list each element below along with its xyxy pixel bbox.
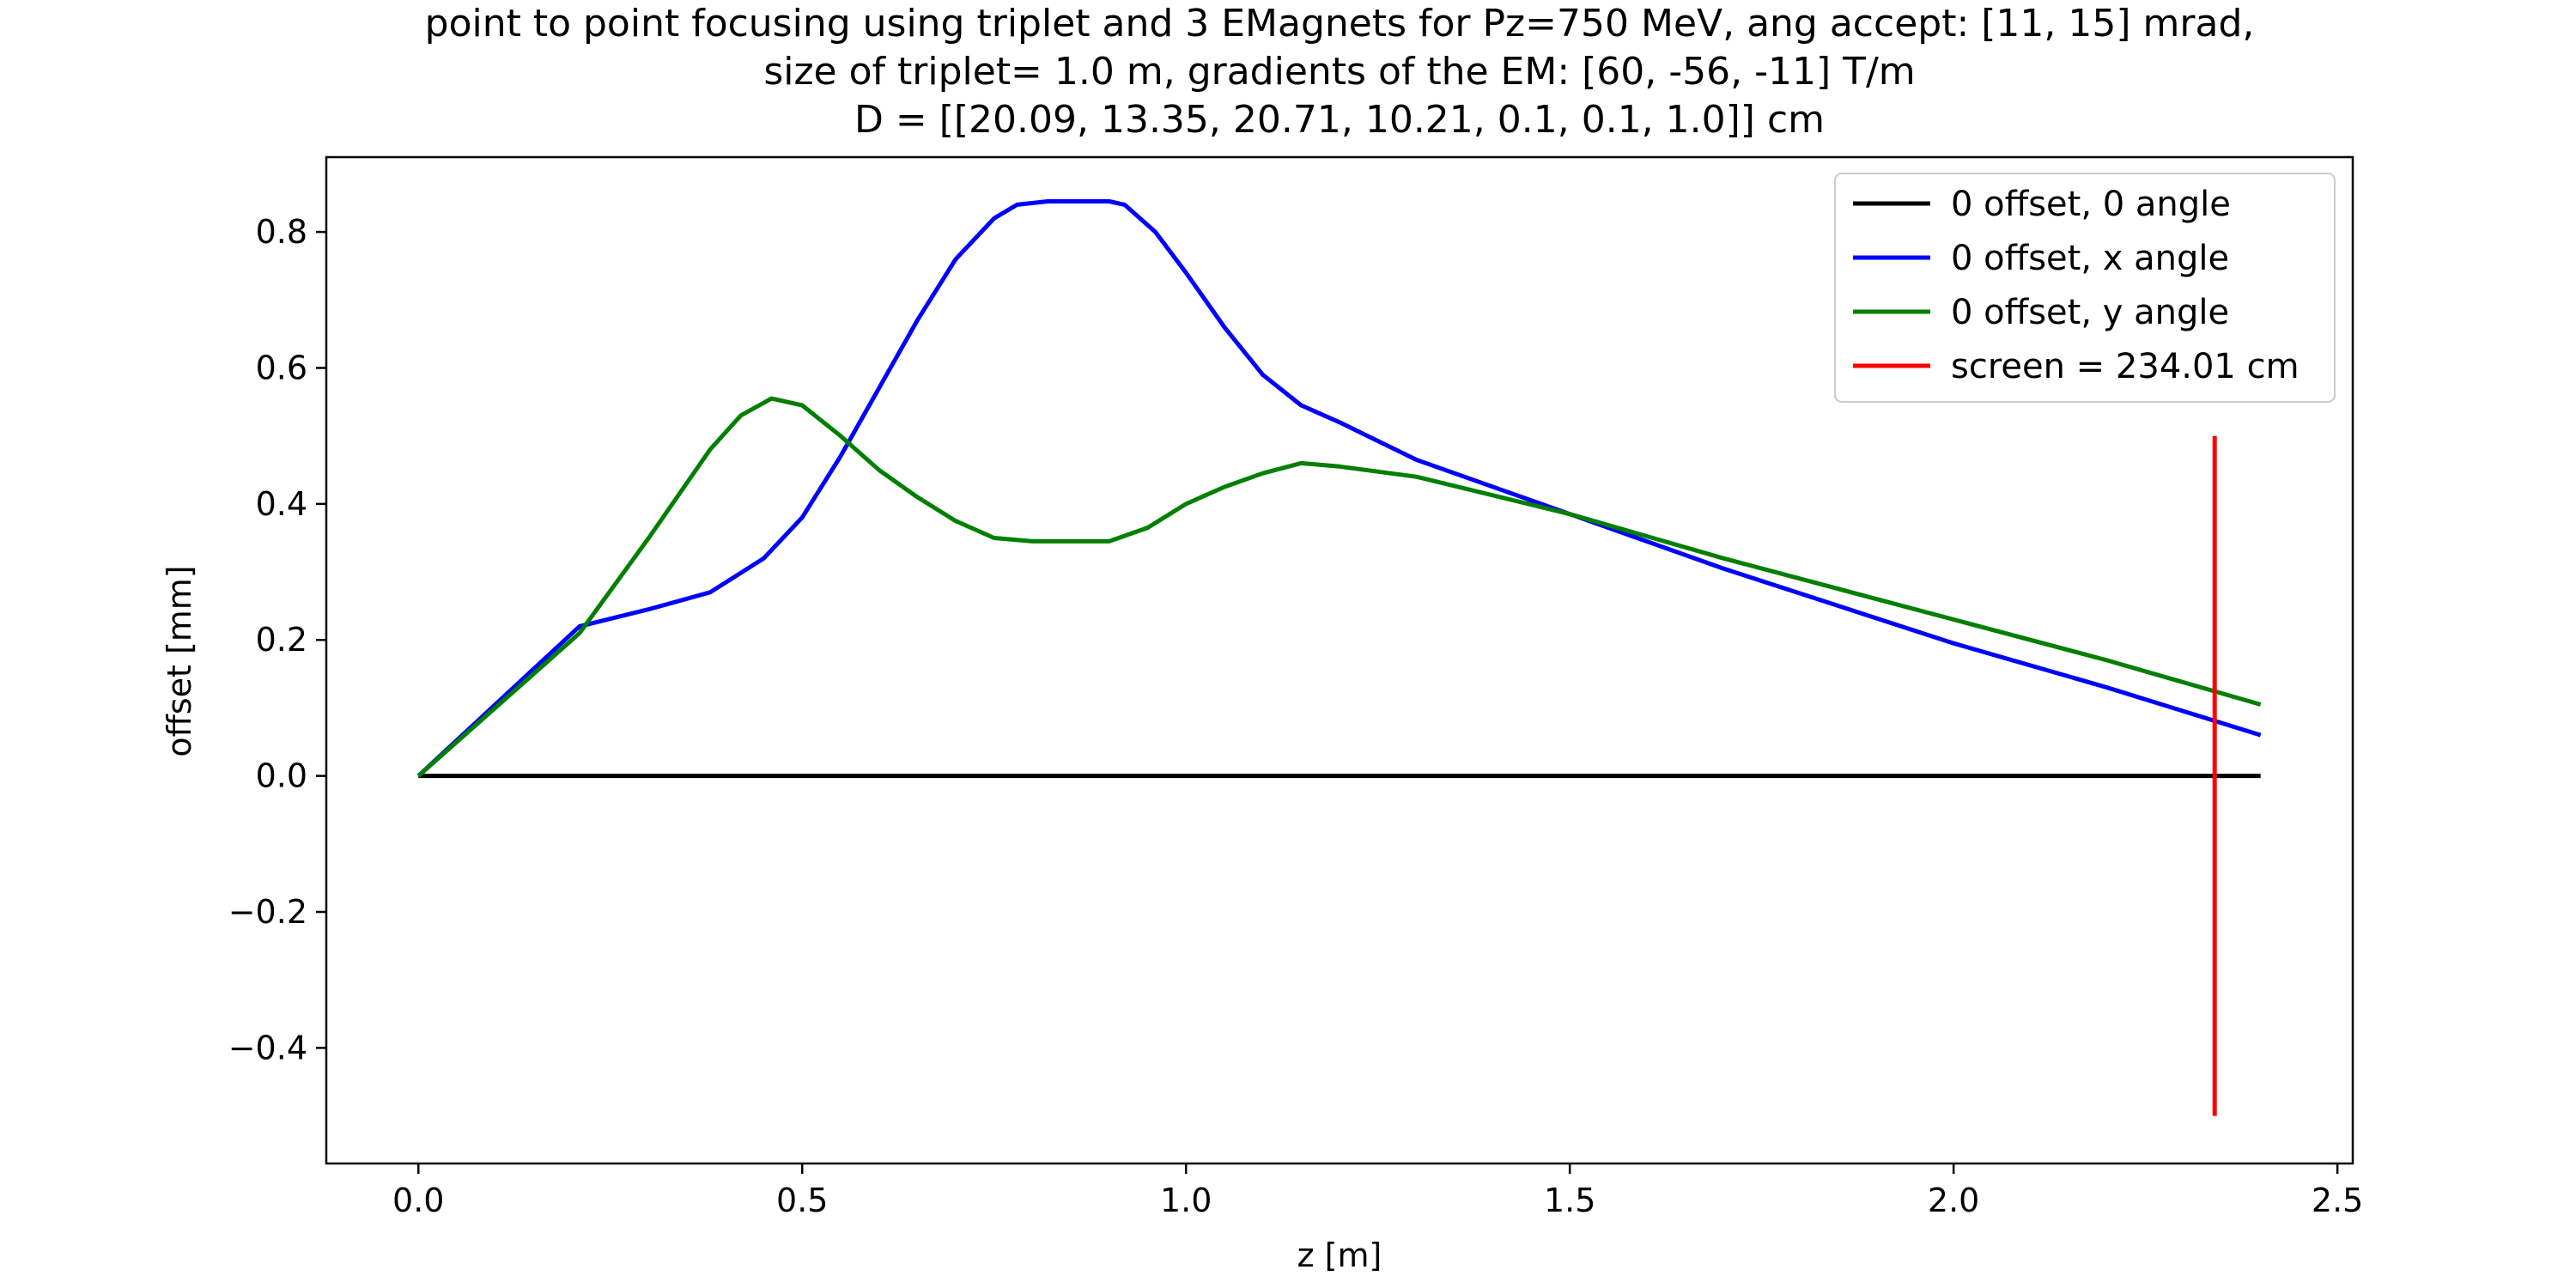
x-tick-label: 2.5	[2312, 1182, 2363, 1219]
title-line-2: size of triplet= 1.0 m, gradients of the…	[763, 50, 1915, 94]
y-axis: −0.4 −0.2 0.0 0.2 0.4 0.6 0.8	[228, 213, 326, 1066]
y-tick-label: −0.2	[228, 893, 307, 931]
series-layer	[416, 199, 2262, 1116]
y-tick-label: 0.0	[256, 757, 307, 795]
y-tick-label: 0.6	[256, 349, 307, 386]
series-line-2	[416, 396, 2262, 778]
y-tick-label: 0.2	[256, 621, 307, 659]
title-line-1: point to point focusing using triplet an…	[425, 2, 2255, 46]
series-line-1	[416, 199, 2262, 778]
legend: 0 offset, 0 angle 0 offset, x angle 0 offs…	[1834, 173, 2336, 403]
legend-box	[1834, 173, 2336, 403]
x-axis-label: z [m]	[1297, 1236, 1382, 1274]
legend-label: 0 offset, x angle	[1951, 239, 2229, 278]
x-tick-label: 1.0	[1160, 1182, 1212, 1219]
legend-label: 0 offset, 0 angle	[1951, 185, 2231, 224]
x-axis: 0.0 0.5 1.0 1.5 2.0 2.5	[392, 1163, 2363, 1219]
legend-label: screen = 234.01 cm	[1951, 347, 2300, 386]
y-tick-label: 0.4	[256, 485, 307, 523]
legend-label: 0 offset, y angle	[1951, 293, 2229, 332]
y-axis-label: offset [mm]	[161, 565, 198, 756]
title-line-3: D = [[20.09, 13.35, 20.71, 10.21, 0.1, 0…	[854, 98, 1825, 142]
x-tick-label: 2.0	[1928, 1182, 1979, 1219]
x-tick-label: 1.5	[1544, 1182, 1595, 1219]
plot-frame	[325, 155, 2354, 1165]
chart-title: point to point focusing using triplet an…	[425, 2, 2255, 142]
y-tick-label: 0.8	[256, 213, 307, 251]
x-tick-label: 0.5	[776, 1182, 828, 1219]
y-tick-label: −0.4	[228, 1029, 307, 1066]
x-tick-label: 0.0	[392, 1182, 444, 1219]
